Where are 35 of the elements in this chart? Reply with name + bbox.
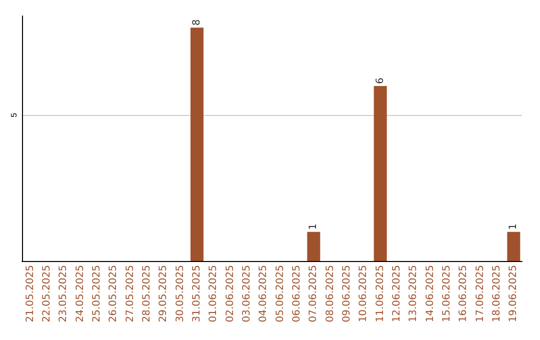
x-tick-label: 31.05.2025 <box>192 265 202 322</box>
x-tick-label: 16.06.2025 <box>458 265 470 322</box>
x-tick-label: 15.06.2025 <box>442 265 452 322</box>
x-tick-label: 24.05.2025 <box>74 265 86 322</box>
x-tick-label: 01.06.2025 <box>208 265 220 322</box>
x-tick-label: 03.06.2025 <box>242 265 252 322</box>
x-tick-label: 10.06.2025 <box>358 265 370 322</box>
x-tick-label: 07.06.2025 <box>308 265 320 322</box>
data-label: 8 <box>192 19 202 26</box>
x-tick-label: 27.05.2025 <box>124 265 136 322</box>
x-tick-label: 30.05.2025 <box>174 265 186 322</box>
x-tick-label: 06.06.2025 <box>292 265 302 322</box>
x-tick-label: 19.06.2025 <box>508 265 520 322</box>
data-label: 1 <box>308 223 320 230</box>
x-tick-label: 17.06.2025 <box>474 265 486 322</box>
data-label: 1 <box>508 223 520 230</box>
x-tick-label: 04.06.2025 <box>258 265 270 322</box>
x-tick-label: 13.06.2025 <box>408 265 420 322</box>
x-tick-label: 23.05.2025 <box>58 265 70 322</box>
data-label: 6 <box>374 78 386 84</box>
x-tick-label: 18.06.2025 <box>492 265 502 322</box>
x-tick-label: 12.06.2025 <box>392 265 402 322</box>
x-tick-label: 11.06.2025 <box>374 265 386 322</box>
x-tick-label: 21.05.2025 <box>24 265 36 322</box>
x-tick-label: 25.05.2025 <box>92 265 102 322</box>
x-tick-label: 05.06.2025 <box>274 265 286 322</box>
x-tick-label: 29.05.2025 <box>158 265 170 322</box>
x-tick-label: 09.06.2025 <box>342 265 352 322</box>
x-tick-label: 02.06.2025 <box>224 265 236 322</box>
y-tick-label: 5 <box>10 112 18 118</box>
x-tick-label: 26.05.2025 <box>108 265 120 322</box>
x-tick-label: 08.06.2025 <box>324 265 336 322</box>
x-tick-label: 28.05.2025 <box>142 265 152 322</box>
x-tick-label: 14.06.2025 <box>424 265 436 322</box>
x-tick-label: 22.05.2025 <box>42 265 52 322</box>
